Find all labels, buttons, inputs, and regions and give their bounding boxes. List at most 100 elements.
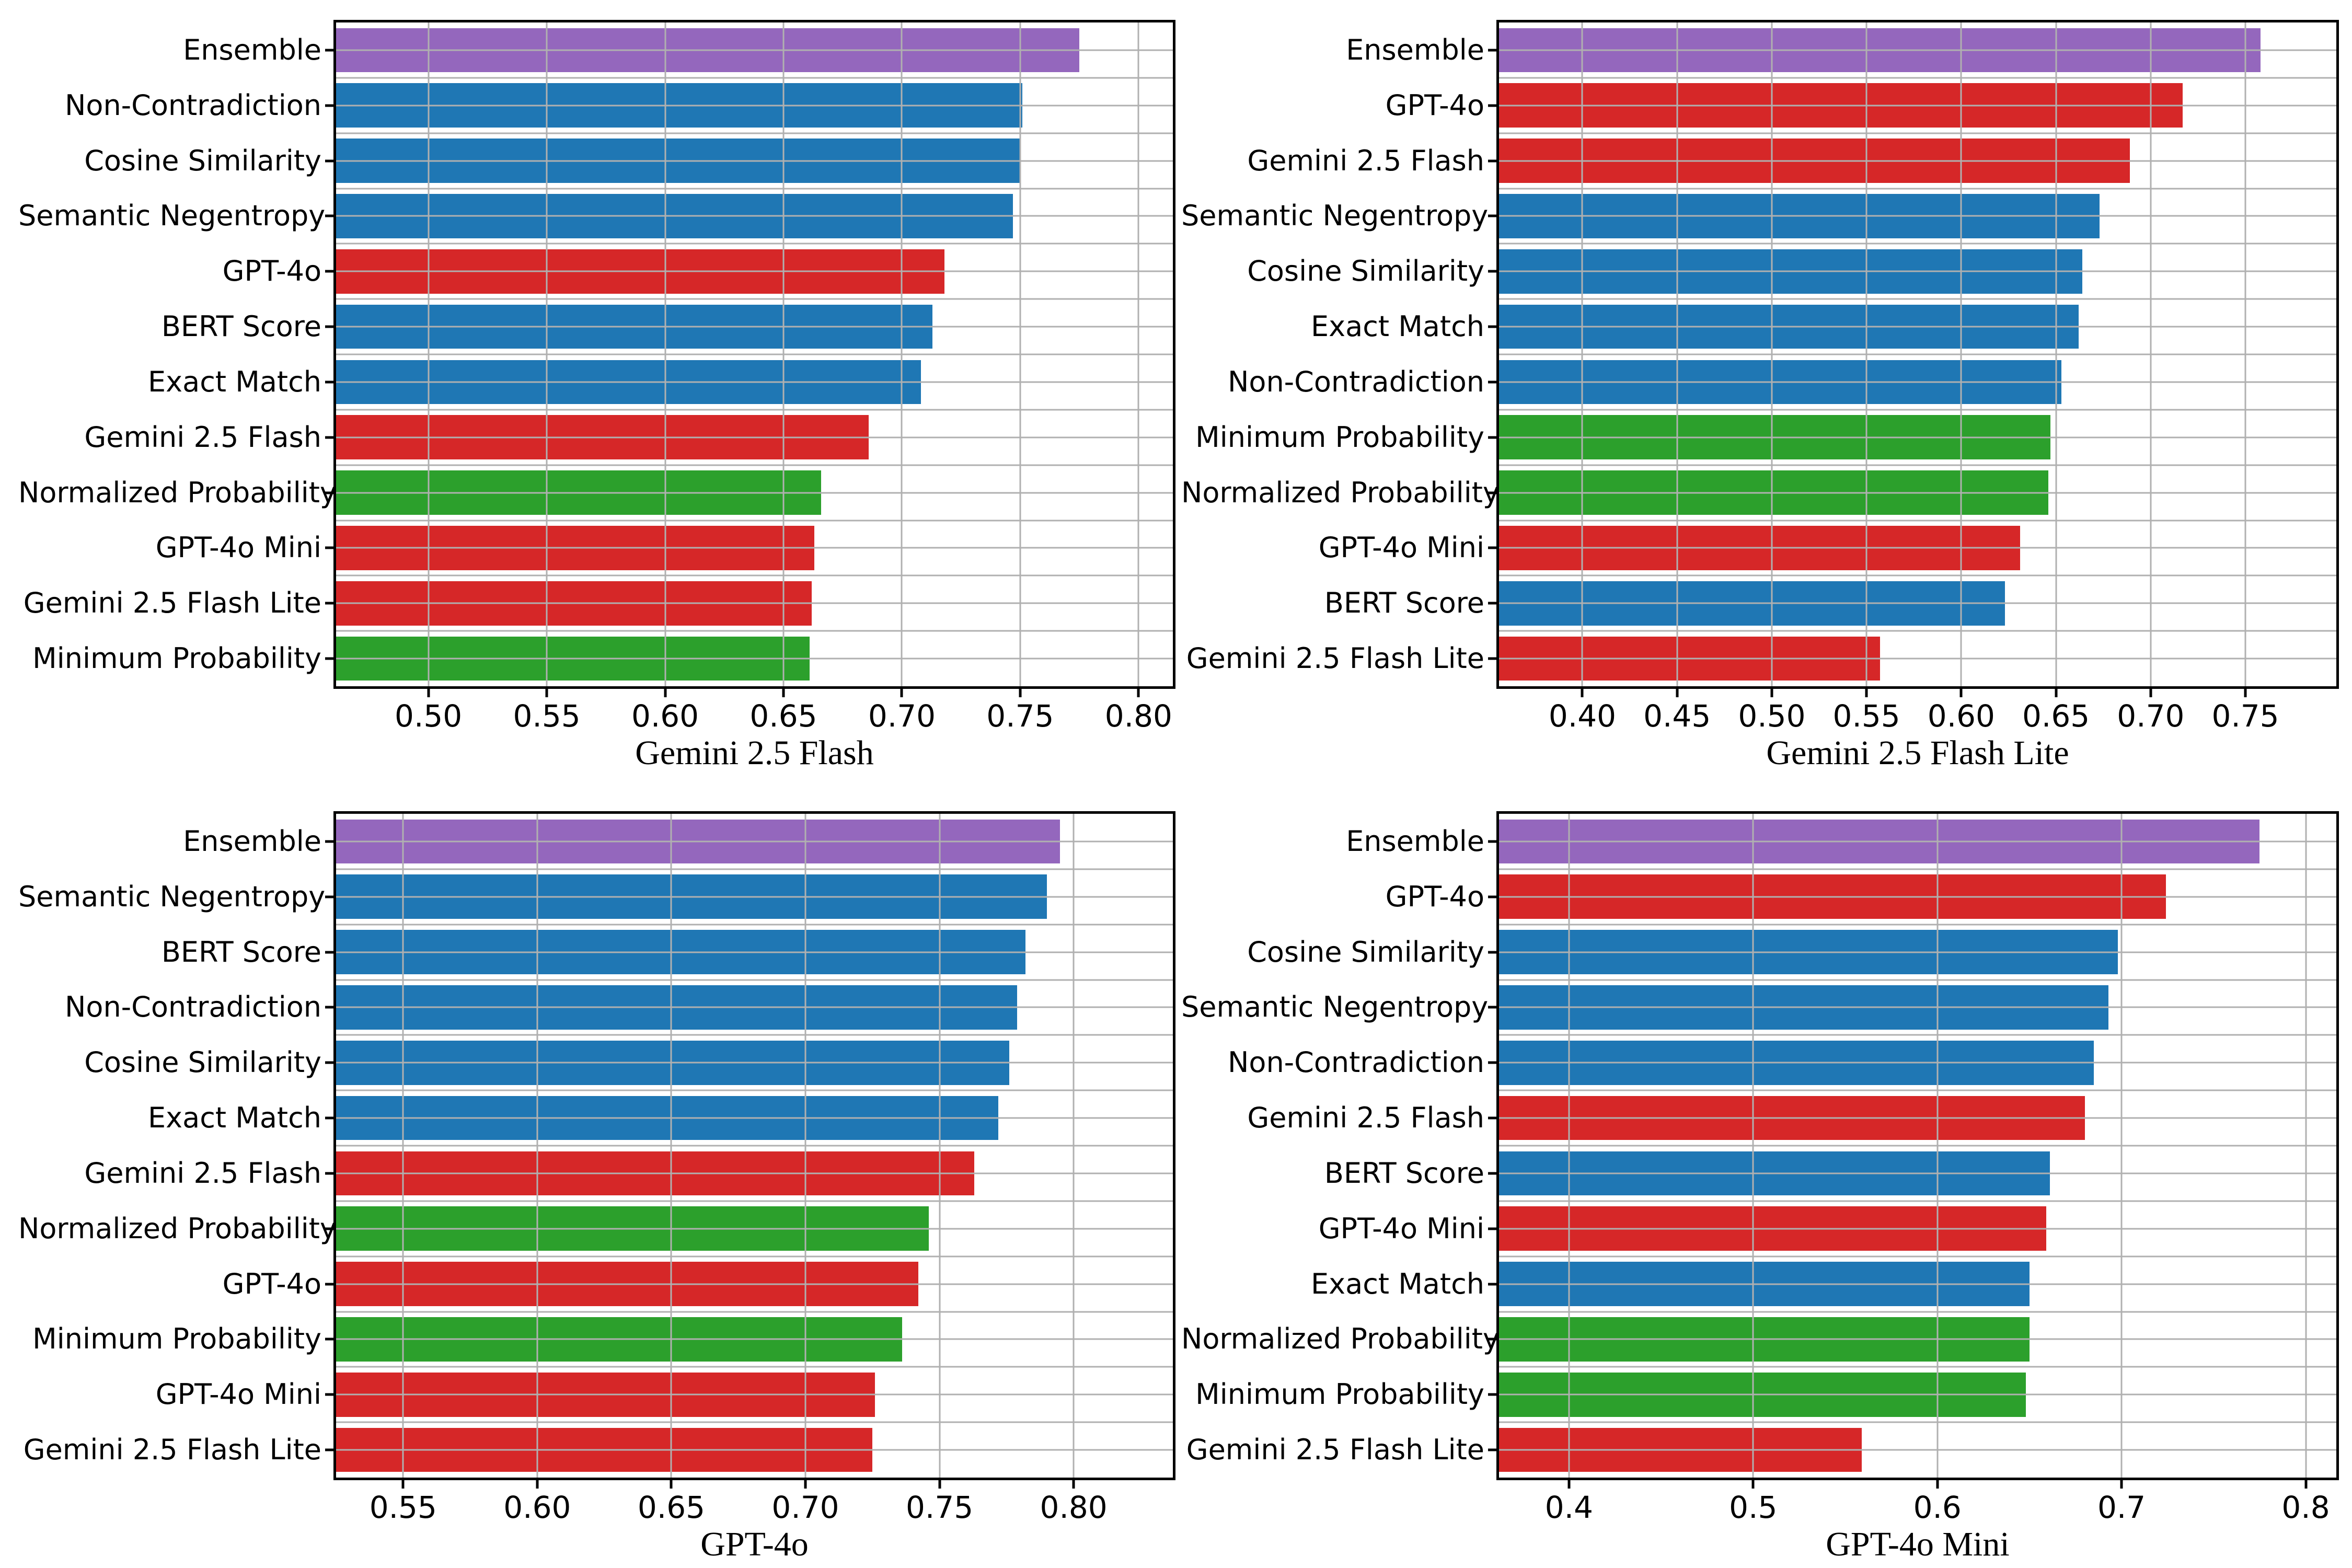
grid-line-horizontal [1499,1200,2336,1202]
y-tick-mark [325,602,333,605]
y-tick-label: Gemini 2.5 Flash Lite [23,1433,321,1467]
y-tick-label: Semantic Negentropy [1181,990,1489,1024]
grid-line-horizontal [336,1338,1173,1340]
y-tick-label: Exact Match [1311,310,1484,343]
grid-line-horizontal [1499,132,2336,134]
x-tick-mark [804,1480,807,1489]
grid-line-horizontal [1499,1255,2336,1258]
grid-line-horizontal [1499,1034,2336,1036]
grid-line-horizontal [1499,1311,2336,1312]
y-tick-label: Semantic Negentropy [18,199,326,233]
y-tick-mark [1488,840,1496,843]
grid-line-horizontal [1499,1421,2336,1423]
grid-line-horizontal [336,188,1173,189]
grid-line-horizontal [1499,1393,2336,1396]
grid-line-horizontal [1499,298,2336,300]
grid-line-horizontal [1499,1172,2336,1174]
grid-line-horizontal [336,160,1173,162]
x-tick-mark [427,689,430,697]
y-tick-label: BERT Score [1324,586,1484,620]
y-tick-label: GPT-4o Mini [155,1378,321,1411]
y-tick-label: Non-Contradiction [65,990,321,1024]
grid-line-horizontal [1499,658,2336,660]
x-tick-mark [401,1480,405,1489]
grid-line-horizontal [336,409,1173,411]
y-tick-mark [1488,1061,1496,1064]
grid-line-horizontal [1499,270,2336,272]
y-tick-mark [325,381,333,384]
x-tick-mark [536,1480,539,1489]
x-axis-title: GPT-4o Mini [1826,1525,2010,1563]
y-tick-mark [1488,602,1496,605]
y-tick-mark [325,325,333,328]
y-tick-label: Gemini 2.5 Flash Lite [1186,642,1484,675]
grid-line-horizontal [336,840,1173,843]
y-tick-label: GPT-4o [222,255,321,288]
y-tick-mark [1488,1227,1496,1230]
y-tick-label: Gemini 2.5 Flash [84,1156,321,1190]
grid-line-horizontal [336,1145,1173,1147]
grid-line-horizontal [1499,1006,2336,1008]
y-tick-label: Gemini 2.5 Flash [1247,1101,1484,1135]
grid-line-horizontal [1499,1283,2336,1285]
grid-line-horizontal [1499,243,2336,245]
grid-line-horizontal [1499,436,2336,439]
y-tick-label: Normalized Probability [18,1212,337,1245]
y-tick-mark [325,546,333,549]
grid-line-horizontal [336,436,1173,439]
y-tick-label: GPT-4o Mini [155,531,321,564]
grid-line-horizontal [1499,868,2336,870]
grid-line-horizontal [1499,1338,2336,1340]
y-tick-mark [325,104,333,107]
y-tick-mark [1488,951,1496,954]
x-tick-mark [664,689,667,697]
x-tick-label: 0.50 [1738,698,1806,734]
y-tick-label: Gemini 2.5 Flash [1247,144,1484,177]
x-tick-mark [1567,1480,1571,1489]
grid-line-horizontal [336,1172,1173,1174]
y-tick-label: Ensemble [183,33,321,66]
grid-line-horizontal [1499,896,2336,898]
grid-line-horizontal [336,298,1173,300]
y-tick-mark [1488,436,1496,439]
x-tick-mark [1936,1480,1939,1489]
x-tick-label: 0.40 [1548,698,1617,734]
grid-line-horizontal [1499,188,2336,189]
y-tick-label: GPT-4o Mini [1318,531,1484,564]
y-tick-label: Cosine Similarity [84,144,321,177]
y-tick-mark [1488,49,1496,52]
y-tick-label: Normalized Probability [1181,1322,1500,1356]
grid-line-horizontal [336,1283,1173,1285]
grid-line-horizontal [336,1393,1173,1396]
x-tick-mark [782,689,785,697]
grid-line-horizontal [1499,602,2336,604]
y-tick-mark [1488,1338,1496,1341]
grid-line-horizontal [336,1311,1173,1312]
grid-line-horizontal [336,243,1173,245]
y-tick-label: Minimum Probability [1195,1378,1484,1411]
y-tick-mark [325,491,333,494]
grid-line-horizontal [1499,951,2336,953]
y-tick-mark [1488,1006,1496,1009]
x-tick-mark [1865,689,1868,697]
grid-line-horizontal [1499,574,2336,577]
x-tick-mark [2244,689,2247,697]
x-tick-mark [1959,689,1963,697]
grid-line-horizontal [336,215,1173,217]
grid-line-horizontal [1499,1117,2336,1119]
grid-line-horizontal [336,602,1173,604]
grid-line-horizontal [336,520,1173,521]
x-tick-label: 0.60 [1927,698,1995,734]
y-tick-mark [325,270,333,273]
x-tick-label: 0.6 [1913,1490,1962,1525]
x-tick-label: 0.55 [1832,698,1900,734]
grid-line-horizontal [1499,160,2336,162]
x-tick-label: 0.65 [750,698,817,734]
x-tick-label: 0.55 [369,1490,437,1525]
grid-line-horizontal [1499,464,2336,466]
x-tick-mark [1676,689,1679,697]
y-tick-label: Semantic Negentropy [18,880,326,913]
y-tick-label: BERT Score [161,310,321,343]
x-tick-mark [1770,689,1773,697]
grid-line-horizontal [336,630,1173,632]
